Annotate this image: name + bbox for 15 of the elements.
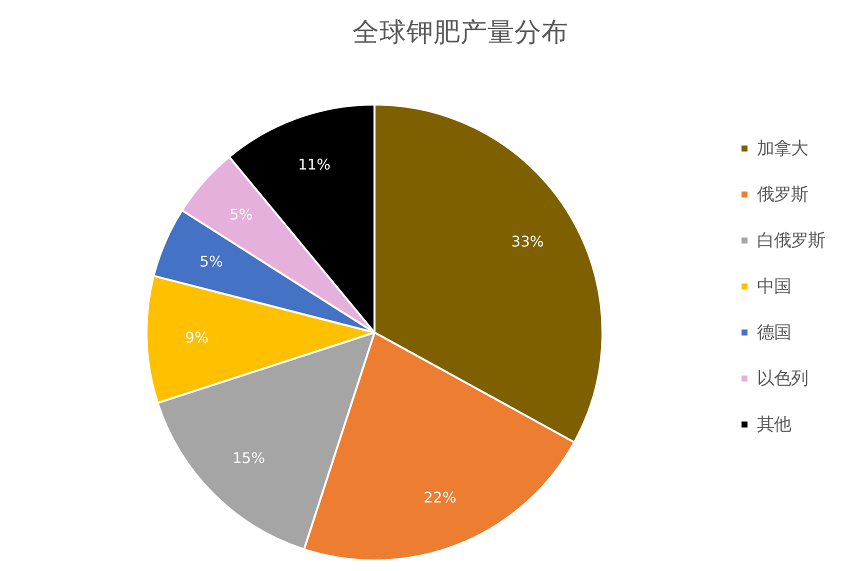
legend-label: 白俄罗斯 [757, 230, 825, 252]
legend-label: 中国 [757, 276, 791, 298]
legend-label: 其他 [757, 414, 791, 436]
data-label: 33% [511, 233, 544, 250]
legend-label: 以色列 [757, 368, 808, 390]
chart-title: 全球钾肥产量分布 [352, 17, 568, 48]
data-label: 5% [200, 253, 223, 270]
data-label: 11% [298, 156, 331, 174]
data-label: 5% [229, 206, 253, 224]
data-label: 9% [185, 330, 208, 347]
legend-label: 德国 [757, 322, 791, 344]
data-label: 15% [232, 450, 266, 467]
legend-label: 加拿大 [757, 138, 808, 160]
data-label: 22% [424, 489, 456, 506]
legend-label: 俄罗斯 [757, 184, 808, 206]
